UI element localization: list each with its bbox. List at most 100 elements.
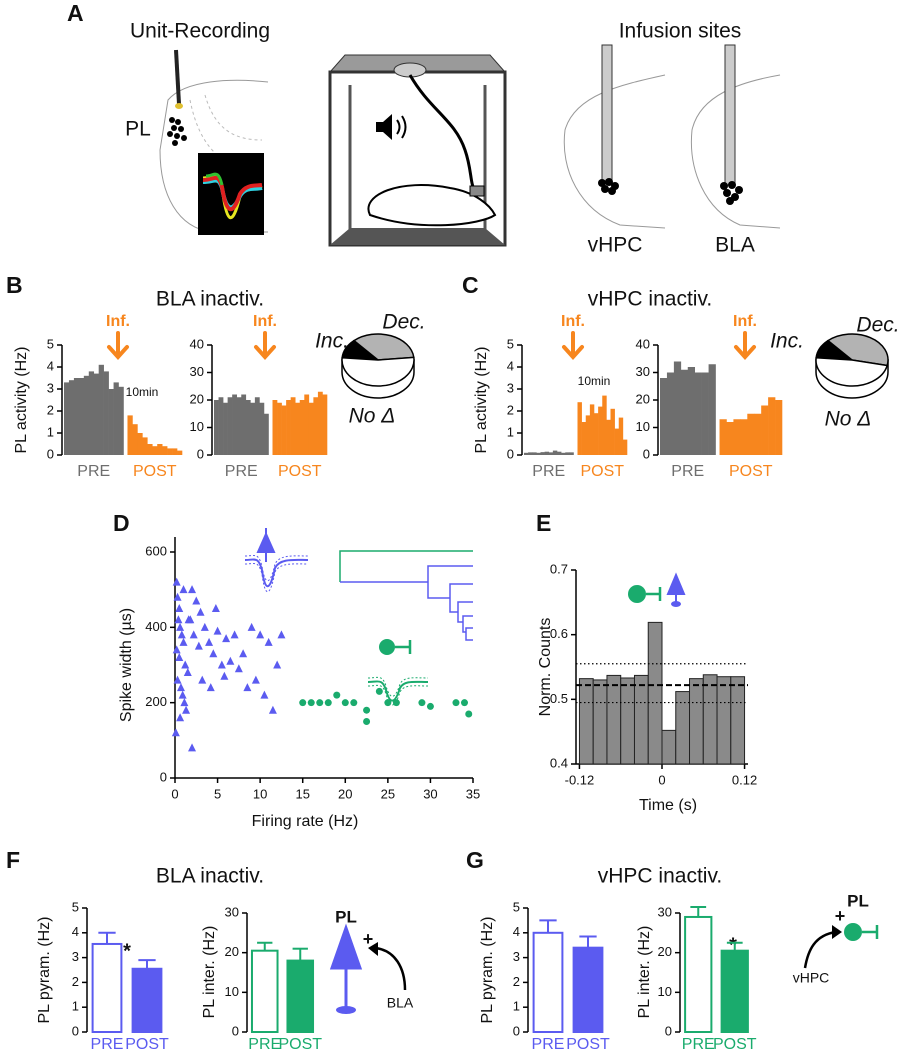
- group-label: PRE: [671, 463, 704, 480]
- x-tick-label: 5: [214, 786, 221, 801]
- site-label: BLA: [715, 234, 755, 257]
- bar: [137, 433, 143, 455]
- group-label: PRE: [532, 463, 565, 480]
- x-tick-label: -0.12: [565, 772, 595, 787]
- pyramidal-icon: [329, 923, 363, 1008]
- annotation: Inf.: [106, 313, 130, 330]
- y-tick-label: 200: [145, 694, 167, 709]
- bar: [88, 371, 95, 455]
- y-tick-label: 2: [513, 974, 520, 989]
- point: [299, 699, 307, 707]
- y-tick-label: 3: [513, 949, 520, 964]
- bar: [606, 674, 622, 765]
- e-decor: [628, 572, 686, 607]
- point: [226, 656, 235, 665]
- point: [392, 699, 400, 707]
- bar: [250, 402, 256, 455]
- bar: [589, 404, 595, 455]
- bar: [103, 371, 109, 455]
- x-tick-label: 15: [295, 786, 309, 801]
- y-tick-label: 0: [232, 1023, 239, 1038]
- brain-outline: [563, 74, 666, 229]
- bar: [618, 417, 624, 455]
- bar: [540, 452, 545, 455]
- y-tick-label: 3: [507, 380, 514, 395]
- point: [174, 615, 183, 624]
- point: [211, 604, 220, 612]
- y-tick-label: 10: [636, 419, 650, 434]
- dendrogram: [339, 550, 473, 582]
- annotation: *: [729, 934, 737, 956]
- bar: [313, 397, 319, 455]
- y-tick-label: 400: [145, 619, 167, 634]
- y-tick-label: 0.4: [550, 755, 568, 770]
- point: [176, 683, 185, 692]
- y-axis-label: PL activity (Hz): [13, 347, 30, 454]
- y-tick-label: 0: [665, 1023, 672, 1038]
- y-tick-label: 10: [225, 984, 239, 999]
- y-tick-label: 2: [507, 402, 514, 417]
- point: [264, 637, 273, 646]
- bar: [218, 397, 224, 455]
- point: [175, 604, 184, 612]
- bar: [622, 439, 628, 455]
- point: [173, 592, 182, 601]
- bar: [606, 419, 611, 455]
- point: [183, 668, 192, 677]
- pie-slice: [826, 333, 889, 367]
- y-tick-label: 20: [225, 944, 239, 959]
- bar: [68, 380, 75, 455]
- bar: [132, 424, 138, 455]
- point: [418, 699, 426, 707]
- point: [220, 671, 229, 680]
- cannula: [724, 44, 736, 186]
- waveform-sd: [244, 554, 309, 593]
- bar: [614, 428, 620, 455]
- point: [460, 699, 468, 707]
- x-tick-label: POST: [125, 1036, 169, 1050]
- point: [375, 687, 383, 695]
- point: [176, 622, 185, 631]
- point: [341, 699, 349, 707]
- x-tick-label: PRE: [248, 1036, 281, 1050]
- y-tick-label: 10: [658, 984, 672, 999]
- y-tick-label: 600: [145, 543, 167, 558]
- point: [350, 699, 358, 707]
- bar: [98, 364, 104, 455]
- bar: [602, 395, 607, 455]
- bar: [214, 400, 219, 455]
- bar: [286, 959, 315, 1033]
- bar: [775, 400, 783, 455]
- bar: [73, 378, 80, 455]
- bar: [536, 452, 541, 455]
- x-tick-label: 0: [658, 772, 665, 787]
- waveform: [202, 175, 263, 211]
- y-tick-label: 5: [72, 899, 79, 914]
- bar: [689, 678, 704, 765]
- waveform: [205, 172, 224, 186]
- y-tick-label: 30: [636, 364, 650, 379]
- interneuron-icon: [844, 923, 862, 941]
- bar: [684, 915, 713, 1034]
- annotation-arrow: [734, 331, 756, 360]
- bar: [142, 437, 148, 455]
- y-tick-label: 0.6: [550, 626, 568, 641]
- bar: [701, 372, 709, 455]
- point: [384, 699, 392, 707]
- point: [179, 585, 188, 594]
- point: [189, 630, 198, 639]
- heading: Unit-Recording: [130, 20, 270, 43]
- bar: [127, 415, 133, 455]
- bar: [666, 372, 675, 455]
- heading: Infusion sites: [619, 20, 742, 43]
- bar: [687, 367, 696, 455]
- bar: [250, 949, 279, 1034]
- y-tick-label: 4: [507, 358, 514, 373]
- point: [209, 649, 218, 658]
- bar: [524, 452, 529, 455]
- panel-letter: E: [536, 510, 551, 536]
- x-tick-label: PRE: [91, 1036, 124, 1050]
- bar: [108, 389, 114, 455]
- x-tick-label: PRE: [682, 1036, 715, 1050]
- y-tick-label: 2: [47, 402, 54, 417]
